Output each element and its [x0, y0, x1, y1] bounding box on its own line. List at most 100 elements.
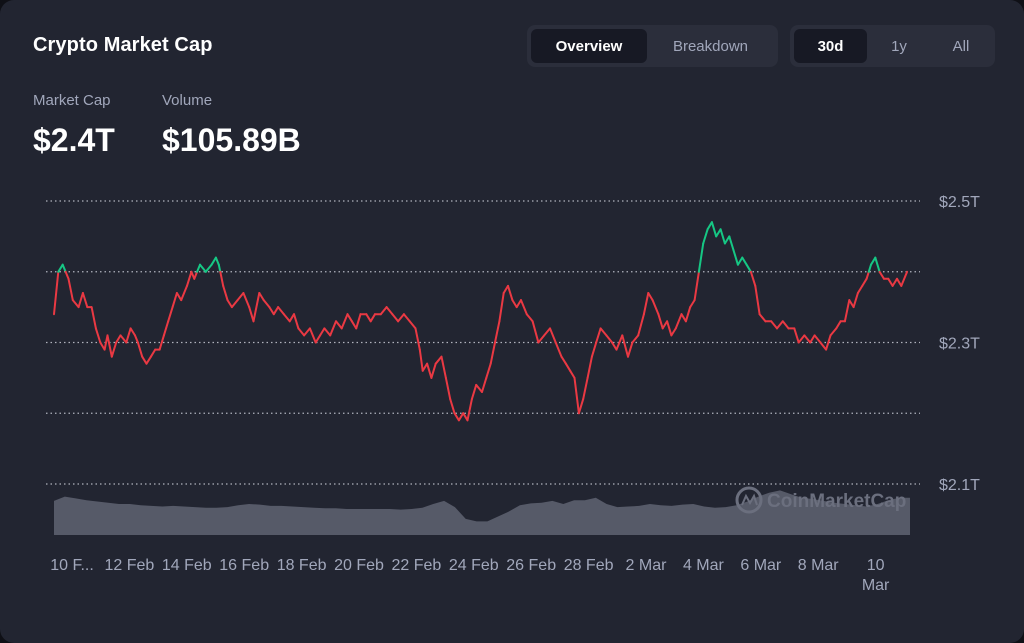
price-segment [226, 299, 233, 309]
price-segment [586, 355, 593, 379]
price-segment [494, 320, 501, 344]
price-segment [569, 369, 576, 379]
price-segment [758, 313, 767, 323]
price-segment [498, 292, 505, 323]
price-segment [219, 270, 225, 287]
price-segment [297, 327, 306, 337]
price-segment [171, 292, 178, 309]
price-segment [475, 383, 483, 393]
price-segment [867, 263, 872, 273]
x-tick-label-line2: Mar [862, 577, 890, 594]
price-segment [335, 320, 343, 330]
price-segment [745, 263, 752, 273]
price-segment [329, 320, 337, 337]
price-segment [819, 341, 828, 351]
price-segment [397, 313, 405, 323]
price-segment [874, 256, 881, 273]
price-segment [680, 313, 687, 323]
price-segment [314, 334, 322, 344]
price-segment [440, 355, 447, 379]
price-segment [106, 334, 113, 358]
price-segment [214, 256, 220, 266]
x-tick-label: 22 Feb [391, 557, 441, 574]
price-segment [710, 221, 718, 238]
price-segment [803, 334, 812, 344]
x-tick-label: 28 Feb [564, 557, 614, 574]
price-segment [449, 398, 456, 415]
price-segment [825, 334, 832, 351]
price-segment [481, 376, 488, 393]
range-1y[interactable]: 1y [891, 37, 907, 55]
price-segment [697, 242, 705, 273]
price-segment [444, 376, 452, 401]
price-segment [134, 334, 139, 344]
price-segment [670, 327, 677, 337]
x-tick-label: 10 F... [50, 557, 94, 574]
price-segment [797, 334, 806, 344]
price-segment [53, 270, 60, 316]
price-segment [537, 334, 546, 344]
tab-breakdown[interactable]: Breakdown [672, 37, 749, 55]
price-segment [615, 334, 624, 351]
price-segment [693, 270, 700, 302]
price-segment [125, 327, 132, 344]
x-tick-label: 16 Feb [219, 557, 269, 574]
price-segment [719, 228, 726, 245]
price-segment [489, 341, 496, 365]
price-segment [835, 320, 842, 330]
price-segment [651, 299, 660, 316]
price-segment [749, 270, 757, 287]
price-segment [385, 306, 394, 316]
watermark: CoinMarketCap [735, 486, 906, 514]
price-segment [262, 299, 271, 309]
price-segment [258, 292, 265, 302]
price-segment [136, 341, 144, 358]
x-tick-label: 12 Feb [104, 557, 154, 574]
price-segment [129, 327, 136, 337]
price-segment [230, 299, 239, 309]
price-segment [418, 348, 424, 372]
tab-overview[interactable]: Overview [531, 29, 647, 63]
price-segment [90, 306, 97, 330]
price-segment [485, 362, 492, 379]
price-segment [843, 299, 851, 323]
price-segment [723, 235, 731, 245]
price-segment [809, 334, 816, 344]
price-segment [470, 383, 478, 401]
x-tick-label: 24 Feb [449, 557, 499, 574]
price-segment [204, 263, 213, 273]
price-segment [564, 362, 572, 372]
price-segment [119, 334, 128, 344]
price-segment [81, 292, 89, 309]
x-tick-label: 18 Feb [277, 557, 327, 574]
price-segment [199, 263, 207, 273]
price-segment [829, 327, 838, 337]
price-segment [210, 256, 217, 266]
price-segment [891, 277, 898, 287]
price-segment [466, 398, 473, 422]
price-segment [666, 320, 673, 337]
price-segment [781, 320, 790, 330]
range-30d[interactable]: 30d [794, 29, 867, 63]
price-segment [848, 299, 855, 309]
price-segment [252, 292, 261, 323]
range-all[interactable]: All [952, 37, 970, 55]
price-segment [674, 313, 683, 330]
price-segment [115, 334, 122, 344]
price-segment [770, 320, 778, 330]
price-segment [268, 306, 275, 316]
price-segment [657, 313, 664, 330]
price-segment [340, 313, 349, 330]
price-segment [323, 327, 332, 337]
price-segment [193, 270, 199, 280]
price-segment [582, 376, 589, 401]
market-cap-label: Market Cap [33, 92, 111, 109]
price-line [53, 221, 909, 422]
market-cap-value: $2.4T [33, 122, 115, 158]
price-segment [414, 327, 421, 351]
x-tick-label: 26 Feb [506, 557, 556, 574]
price-segment [110, 341, 118, 358]
grid-lines [46, 200, 920, 485]
price-segment [590, 341, 598, 358]
